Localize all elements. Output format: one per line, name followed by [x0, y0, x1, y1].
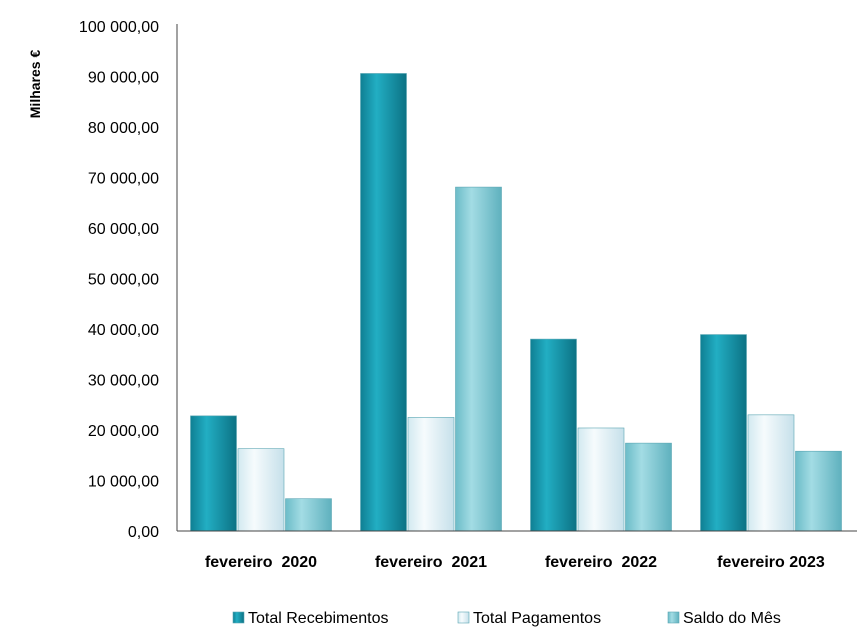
- axes: [176, 24, 857, 532]
- legend: Total Recebimentos Total Pagamentos Saldo …: [232, 610, 781, 627]
- bar-saldo-do-mes: [795, 450, 842, 532]
- x-tick-label: fevereiro 2020: [205, 554, 317, 571]
- y-tick-label: 50 000,00: [88, 272, 159, 289]
- x-tick-label: fevereiro 2021: [375, 554, 487, 571]
- legend-swatch: [667, 611, 680, 624]
- y-tick-label: 0,00: [128, 524, 159, 541]
- legend-swatch: [232, 611, 245, 624]
- y-tick-label: 80 000,00: [88, 120, 159, 137]
- x-axis-labels: fevereiro 2020 fevereiro 2021 fevereiro 20…: [205, 554, 825, 571]
- y-axis-ticks: 0,00 10 000,00 20 000,00 30 000,00 40 000,00…: [79, 19, 159, 541]
- x-tick-label: fevereiro 2023: [717, 554, 825, 571]
- bar-total-pagamentos: [237, 448, 285, 532]
- legend-label: Total Recebimentos: [248, 610, 389, 627]
- y-tick-label: 90 000,00: [88, 70, 159, 87]
- legend-label: Total Pagamentos: [473, 610, 601, 627]
- y-tick-label: 70 000,00: [88, 171, 159, 188]
- bar-total-recebimentos: [700, 334, 747, 532]
- y-tick-label: 20 000,00: [88, 423, 159, 440]
- legend-swatch: [457, 611, 470, 624]
- y-tick-label: 40 000,00: [88, 322, 159, 339]
- bars: [190, 73, 842, 532]
- x-tick-label: fevereiro 2022: [545, 554, 657, 571]
- bar-saldo-do-mes: [455, 186, 502, 532]
- y-tick-label: 100 000,00: [79, 19, 159, 36]
- bar-total-pagamentos: [577, 427, 625, 532]
- bar-total-recebimentos: [360, 73, 407, 532]
- bar-total-pagamentos: [407, 417, 455, 532]
- bar-total-recebimentos: [190, 415, 237, 532]
- bar-saldo-do-mes: [285, 498, 332, 532]
- y-tick-label: 10 000,00: [88, 474, 159, 491]
- legend-label: Saldo do Mês: [683, 610, 781, 627]
- bar-saldo-do-mes: [625, 442, 672, 532]
- y-axis-label: Milhares €: [27, 50, 43, 119]
- y-tick-label: 60 000,00: [88, 221, 159, 238]
- y-tick-label: 30 000,00: [88, 373, 159, 390]
- bar-total-pagamentos: [747, 414, 795, 532]
- bar-total-recebimentos: [530, 338, 577, 532]
